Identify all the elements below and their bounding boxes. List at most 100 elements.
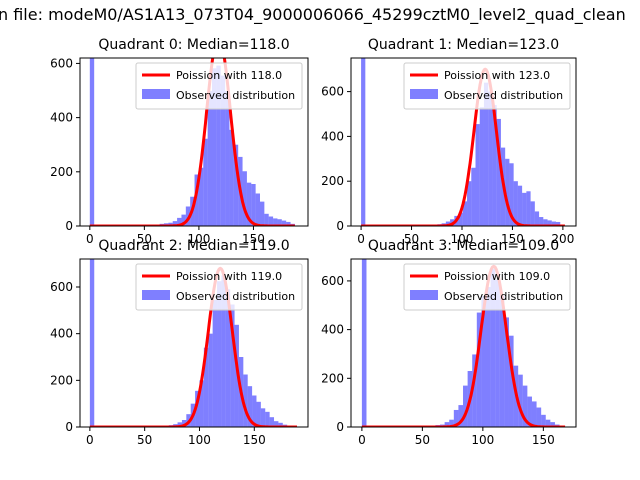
histogram-bar [526,191,531,226]
axes-frame [350,258,577,428]
histogram-bar [177,217,182,226]
poisson-fit-line [360,67,566,226]
histogram-bar [490,268,496,427]
poisson-fit-line [361,264,566,427]
histogram-bar [445,221,451,226]
histogram-bar [277,219,282,226]
histogram-bar [545,419,551,427]
legend-label-observed: Observed distribution [444,290,563,303]
histogram-bar [488,91,493,226]
histogram-bar [208,333,213,427]
histogram-bar [229,129,234,226]
histogram-bar [255,193,260,226]
x-tick-label: 50 [137,433,152,447]
histogram-bar [220,75,226,226]
histogram-bar [233,144,239,226]
y-tick-label: 400 [50,327,73,341]
histogram-bar [225,91,230,226]
y-tick-label: 400 [50,111,73,125]
x-tick-label: 100 [471,433,494,447]
histogram-bar [496,118,501,226]
legend-box [403,62,571,110]
histogram-bar [513,181,518,226]
x-tick-label: 100 [187,232,210,246]
y-tick-label: 200 [321,371,344,385]
y-tick-label: 600 [321,85,344,99]
y-tick-label: 0 [65,420,73,434]
legend-bar-swatch [410,89,438,99]
histogram-bar [252,395,257,427]
histogram-bar [212,299,218,427]
histogram-bar [550,422,555,427]
histogram-bar [89,58,95,226]
legend-box [403,263,571,311]
histogram-bar [458,212,463,226]
legend-bar-swatch [410,290,438,300]
y-tick-label: 0 [65,219,73,233]
histogram-bar [531,401,537,427]
legend-label-fit: Poission with 123.0 [444,69,550,82]
histogram-bar [361,259,367,427]
plot-area [361,259,566,427]
histogram-bar [499,295,505,427]
histogram-bar [518,374,523,427]
histogram-bar [185,206,191,226]
histogram-bar [530,201,535,226]
histogram-bar [462,201,468,226]
histogram-bar [198,167,204,226]
histogram-bar [556,221,561,226]
histogram-bar [467,181,472,226]
histogram-bar [247,386,253,427]
legend-bar-swatch [142,89,170,99]
legend-box [135,62,303,110]
histogram-bar [251,184,256,226]
x-tick-label: 50 [404,232,419,246]
axes-frame [79,258,309,428]
histogram-bar [194,174,199,226]
y-tick-label: 400 [321,323,344,337]
histogram-bar [260,201,265,226]
histogram-bar [216,65,221,226]
histogram-bar [181,420,187,427]
histogram-bar [539,217,544,226]
histogram-bar [225,289,231,427]
legend-box [135,263,303,311]
histogram-bar [453,409,459,427]
chart-quadrant-0: 0 50 100 150 0 200 400 600 Quadrant 0: Median=11… [50,37,309,246]
x-tick-label: 0 [86,232,94,246]
histogram-bar [481,296,486,427]
histogram-bar [246,182,252,226]
chart-title: Quadrant 3: Median=109.0 [368,238,559,254]
histogram-bar [177,422,182,427]
x-tick-label: 150 [242,232,265,246]
histogram-bar [522,385,528,427]
histogram-bar [89,259,95,427]
y-tick-label: 0 [336,219,344,233]
plot-area [360,58,566,226]
histogram-bar [517,185,523,226]
histogram-bar [260,408,266,427]
histogram-bar [217,281,222,427]
histogram-bar [243,374,248,427]
histogram-bar [483,82,489,226]
chart-quadrant-3: 0 50 100 150 0 200 400 600 Quadrant 3: Median=10… [321,238,577,447]
x-tick-label: 200 [551,232,574,246]
histogram-bar [273,218,278,226]
legend-label-fit: Poission with 119.0 [176,270,282,283]
x-tick-label: 150 [501,232,524,246]
histogram-bar [264,213,269,226]
histogram-bar [472,354,477,427]
x-tick-label: 0 [358,433,366,447]
y-tick-label: 600 [50,280,73,294]
legend-label-observed: Observed distribution [176,89,295,102]
histogram-bar [534,211,540,226]
histogram-bar [230,304,235,427]
chart-quadrant-2: 0 50 100 150 0 200 400 600 Quadrant 2: Median=11… [50,238,309,447]
x-tick-label: 0 [357,232,365,246]
histogram-bar [256,401,261,427]
axes-frame [79,57,309,227]
histogram-bar [203,347,209,427]
x-tick-label: 100 [451,232,474,246]
y-tick-label: 400 [321,129,344,143]
histogram-bar [527,396,532,427]
